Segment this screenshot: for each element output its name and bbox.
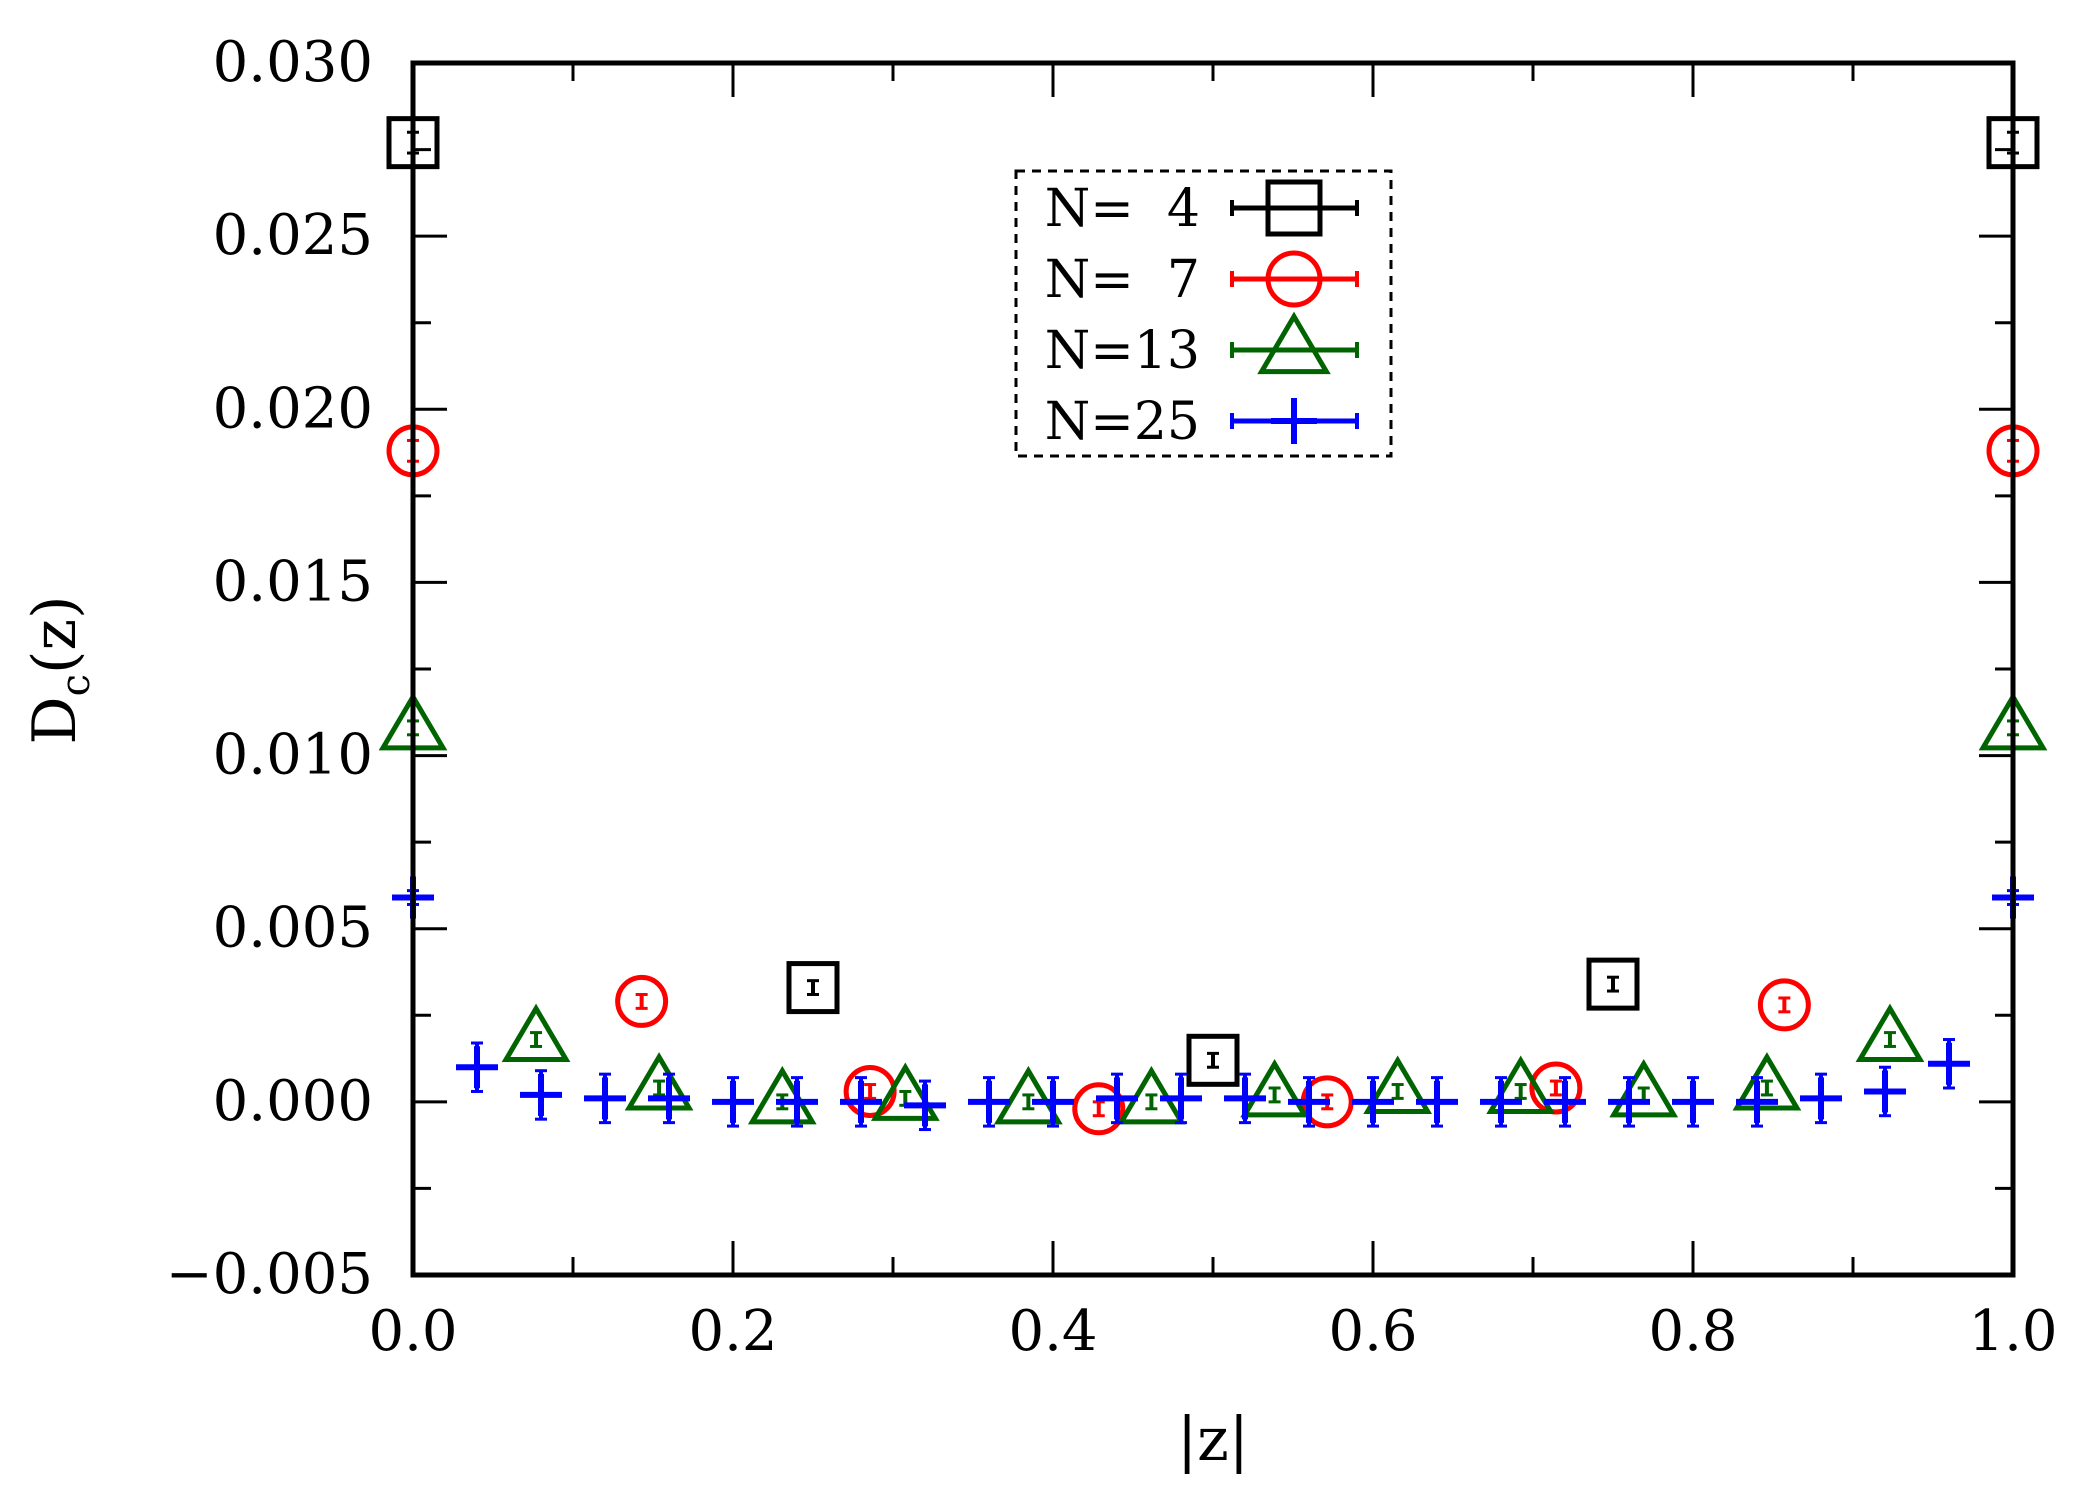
legend-marker-plus xyxy=(1271,398,1317,444)
legend-marker-triangle xyxy=(1257,311,1331,375)
data-point-square xyxy=(1186,1033,1240,1087)
legend-label: N= 7 xyxy=(1045,250,1200,310)
data-point-plus xyxy=(1608,1080,1650,1123)
data-point-plus xyxy=(584,1077,626,1120)
data-point-plus xyxy=(456,1046,498,1089)
legend-box xyxy=(1014,169,1393,458)
y-tick-label: 0.000 xyxy=(213,1069,373,1134)
y-axis-label-subscript: c xyxy=(53,674,99,696)
data-point-circle xyxy=(843,1064,897,1118)
data-point-triangle xyxy=(624,1052,694,1111)
data-point-triangle xyxy=(501,1003,571,1063)
x-tick-label: 0.0 xyxy=(368,1299,457,1364)
axis-tick-labels: 0.0 0.2 0.4 0.6 0.8 1.0 −0.005 0.000 0.005 0.010 0… xyxy=(166,30,2058,1364)
data-point-triangle xyxy=(993,1065,1063,1125)
data-point-circle xyxy=(1072,1082,1126,1136)
data-point-plus xyxy=(968,1080,1010,1123)
y-tick-label: 0.005 xyxy=(213,896,373,961)
data-point-plus xyxy=(1416,1080,1458,1123)
data-point-plus xyxy=(712,1080,754,1123)
data-point-plus xyxy=(1736,1080,1778,1123)
data-point-plus xyxy=(1096,1077,1138,1120)
data-point-square xyxy=(786,961,840,1015)
data-point-plus xyxy=(776,1080,818,1123)
plot-frame xyxy=(410,60,2016,1278)
legend-label: N=25 xyxy=(1045,392,1200,452)
y-tick-label: 0.025 xyxy=(213,203,373,268)
x-tick-label: 0.2 xyxy=(688,1299,777,1364)
data-point-plus xyxy=(1544,1080,1586,1123)
data-point-triangle xyxy=(1732,1052,1802,1111)
data-point-plus xyxy=(520,1073,562,1116)
legend-marker-circle xyxy=(1265,250,1323,308)
y-axis-label: Dc(z) xyxy=(20,596,99,745)
y-axis-label-main: D xyxy=(20,696,90,744)
data-point-square xyxy=(1586,957,1640,1011)
legend-label: N= 4 xyxy=(1045,179,1200,239)
y-tick-label: 0.010 xyxy=(213,723,373,788)
data-point-triangle xyxy=(1363,1055,1433,1114)
data-point-circle xyxy=(1757,978,1811,1032)
y-tick-label: 0.020 xyxy=(213,376,373,441)
y-tick-label: 0.015 xyxy=(213,549,373,614)
x-tick-label: 1.0 xyxy=(1968,1299,2057,1364)
x-tick-label: 0.6 xyxy=(1328,1299,1417,1364)
y-tick-label: 0.030 xyxy=(213,30,373,95)
data-point-plus xyxy=(1928,1042,1970,1085)
data-point-plus xyxy=(1800,1077,1842,1120)
legend-marker-square xyxy=(1265,179,1323,237)
data-point-plus xyxy=(1288,1080,1330,1123)
data-point-plus xyxy=(1352,1080,1394,1123)
x-tick-label: 0.8 xyxy=(1648,1299,1737,1364)
data-point-plus xyxy=(1224,1077,1266,1120)
x-axis-label: |z| xyxy=(1177,1405,1249,1475)
data-point-triangle xyxy=(1486,1055,1556,1114)
data-point-plus xyxy=(1032,1080,1074,1123)
data-point-plus xyxy=(1160,1077,1202,1120)
data-point-plus xyxy=(648,1077,690,1120)
data-point-plus xyxy=(904,1084,946,1127)
data-point-triangle xyxy=(870,1062,940,1121)
data-point-plus xyxy=(1864,1070,1906,1113)
data-point-plus xyxy=(840,1080,882,1123)
data-point-triangle xyxy=(1855,1003,1925,1063)
legend: N= 4 N= 7 N=13 N=25 xyxy=(1014,169,1393,458)
data-point-circle xyxy=(1529,1061,1583,1115)
data-point-triangle xyxy=(1240,1059,1309,1118)
x-tick-label: 0.4 xyxy=(1008,1299,1097,1364)
y-tick-label: −0.005 xyxy=(166,1242,373,1307)
y-axis-label-tail: (z) xyxy=(20,596,90,674)
legend-label: N=13 xyxy=(1045,321,1200,381)
data-point-circle xyxy=(615,974,669,1028)
data-point-plus xyxy=(1480,1080,1522,1123)
data-point-plus xyxy=(1672,1080,1714,1123)
